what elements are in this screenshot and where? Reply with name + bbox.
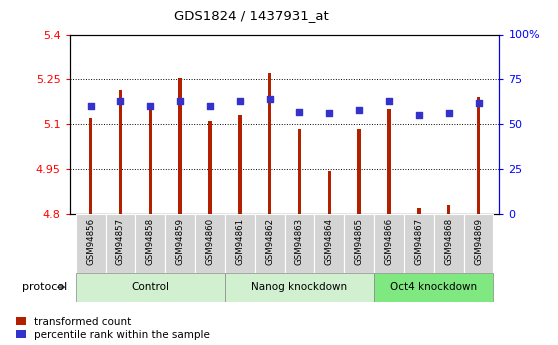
Bar (76, 214, 105, 273)
Point (146, 104, 155, 109)
Text: GSM94866: GSM94866 (384, 218, 393, 265)
Point (265, 96, 274, 102)
Bar (374, 214, 404, 273)
Point (384, 98, 393, 104)
Bar (417, 208, 421, 214)
Text: GSM94861: GSM94861 (235, 218, 244, 265)
Text: protocol: protocol (22, 282, 67, 292)
Point (474, 100, 483, 106)
Bar (179, 78, 182, 214)
Bar (344, 214, 374, 273)
Bar (195, 214, 225, 273)
Point (444, 111, 453, 116)
Bar (255, 214, 285, 273)
Text: Control: Control (131, 282, 169, 292)
Point (235, 98, 244, 104)
Point (295, 109, 304, 115)
Text: GSM94867: GSM94867 (415, 218, 424, 265)
Bar (374, 273, 493, 302)
Bar (238, 115, 242, 214)
Text: GSM94869: GSM94869 (474, 218, 483, 265)
Point (355, 107, 364, 112)
Text: GSM94868: GSM94868 (444, 218, 453, 265)
Bar (225, 273, 374, 302)
Point (176, 98, 185, 104)
Point (415, 112, 424, 118)
Bar (89, 118, 93, 214)
Bar (208, 121, 212, 214)
Bar (298, 129, 301, 214)
Point (325, 111, 334, 116)
Text: Oct4 knockdown: Oct4 knockdown (390, 282, 477, 292)
Text: GSM94858: GSM94858 (146, 218, 155, 265)
Text: GDS1824 / 1437931_at: GDS1824 / 1437931_at (174, 9, 329, 22)
Text: GSM94863: GSM94863 (295, 218, 304, 265)
Text: GSM94856: GSM94856 (86, 218, 95, 265)
Bar (357, 129, 361, 214)
Bar (477, 97, 480, 214)
Bar (119, 90, 122, 214)
Legend: transformed count, percentile rank within the sample: transformed count, percentile rank withi… (16, 317, 210, 340)
Bar (314, 214, 344, 273)
Bar (105, 214, 136, 273)
Bar (285, 214, 314, 273)
Text: GSM94864: GSM94864 (325, 218, 334, 265)
Bar (165, 214, 195, 273)
Point (205, 104, 214, 109)
Bar (76, 273, 225, 302)
Bar (387, 109, 391, 214)
Bar (434, 214, 464, 273)
Point (116, 98, 125, 104)
Bar (404, 214, 434, 273)
Text: GSM94865: GSM94865 (355, 218, 364, 265)
Bar (447, 205, 450, 214)
Bar (225, 214, 255, 273)
Bar (328, 170, 331, 214)
Bar (268, 73, 271, 214)
Text: GSM94859: GSM94859 (176, 218, 185, 265)
Text: GSM94862: GSM94862 (265, 218, 274, 265)
Bar (136, 214, 165, 273)
Point (86, 104, 95, 109)
Text: Nanog knockdown: Nanog knockdown (252, 282, 348, 292)
Text: GSM94857: GSM94857 (116, 218, 125, 265)
Bar (464, 214, 493, 273)
Text: GSM94860: GSM94860 (205, 218, 214, 265)
Bar (148, 109, 152, 214)
